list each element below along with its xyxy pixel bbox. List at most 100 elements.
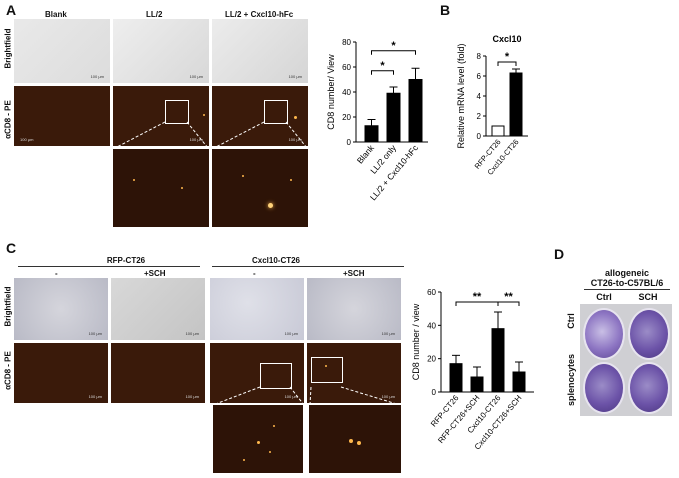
panel-letter-c: C: [6, 240, 17, 256]
micrograph-cd8-ll2-cxcl10: 100 μm: [212, 86, 308, 146]
y-axis-label: CD8 number / view: [411, 303, 421, 380]
scale-label: 100 μm: [90, 74, 104, 79]
y-axis-label: Relative mRNA level (fold): [456, 43, 466, 148]
micrograph-cd8-ll2: 100 μm: [113, 86, 209, 146]
y-tick-label: 0: [347, 138, 352, 147]
panel-d-underline: [584, 289, 670, 290]
column-label-sch: SCH: [638, 292, 658, 302]
zoom-box: [264, 100, 288, 124]
micrograph-brightfield-rfp-sch: 100 μm: [111, 278, 205, 340]
micrograph-cd8-rfp: 100 μm: [14, 343, 108, 403]
group-underline-rfp: [18, 266, 200, 267]
zoom-box: [311, 357, 343, 383]
cell-dot: [349, 439, 353, 443]
group-label-cxcl10: Cxcl10-CT26: [251, 256, 301, 265]
significance-label: *: [505, 51, 510, 63]
cell-dot: [181, 187, 183, 189]
cell-dot: [290, 179, 292, 181]
bar: [491, 125, 505, 137]
y-tick-label: 2: [477, 112, 482, 121]
bar: [512, 371, 526, 393]
panel-letter-b: B: [440, 2, 451, 18]
cell-dot: [269, 451, 271, 453]
row-label-brightfield-c: Brightfield: [3, 286, 13, 327]
micrograph-brightfield-blank: 100 μm: [14, 19, 110, 83]
row-label-cd8-pe-c: αCD8 - PE: [3, 351, 13, 390]
micrograph-cd8-rfp-sch: 100 μm: [111, 343, 205, 403]
bar: [470, 376, 484, 393]
condition-label-rfp-minus: -: [55, 269, 58, 278]
column-label-ll2-cxcl10: LL/2 + Cxcl10-hFc: [225, 10, 294, 19]
micrograph-brightfield-cxcl10: 100 μm: [210, 278, 304, 340]
scale-label: 100 μm: [189, 74, 203, 79]
cell-dot: [273, 425, 275, 427]
scale-label: 100 μm: [185, 331, 199, 336]
cell-dot: [243, 459, 245, 461]
y-axis-label: CD8 number/ View: [326, 54, 336, 130]
bar: [509, 72, 523, 137]
cell-dot: [357, 441, 361, 445]
cell-dot: [325, 365, 327, 367]
group-underline-cxcl10: [212, 266, 404, 267]
cell-dot: [133, 179, 135, 181]
condition-label-rfp-sch: +SCH: [144, 269, 166, 278]
panel-letter-d: D: [554, 246, 565, 262]
cell-dot: [294, 116, 297, 119]
significance-label: **: [473, 291, 482, 303]
bar: [491, 328, 505, 393]
significance-bracket: [497, 61, 517, 66]
zoom-projection-lines-c: [212, 386, 401, 406]
zoom-box: [260, 363, 292, 389]
micrograph-zoom-ll2: [113, 149, 209, 227]
scale-label: 100 μm: [288, 74, 302, 79]
cell-dot: [242, 175, 244, 177]
y-tick-label: 0: [432, 388, 437, 397]
y-tick-label: 8: [477, 52, 482, 61]
scale-label: 100 μm: [189, 137, 203, 142]
chart-title: Cxcl10: [492, 34, 521, 44]
well-splenocytes-sch: [628, 362, 670, 414]
micrograph-brightfield-ll2-cxcl10: 100 μm: [212, 19, 308, 83]
y-tick-label: 20: [342, 113, 351, 122]
significance-bracket: [497, 301, 520, 306]
scale-label: 100 μm: [88, 394, 102, 399]
row-label-brightfield: Brightfield: [3, 28, 13, 69]
row-label-cd8-pe: αCD8 - PE: [3, 100, 13, 139]
y-tick-label: 4: [477, 92, 482, 101]
row-label-splenocytes: splenocytes: [566, 353, 576, 406]
micrograph-cd8-blank: 100 μm: [14, 86, 110, 146]
condition-label-cxcl10-minus: -: [253, 269, 256, 278]
micrograph-cd8-cxcl10-sch: 100 μm: [307, 343, 401, 403]
y-tick-label: 40: [342, 88, 351, 97]
row-label-ctrl: Ctrl: [566, 313, 576, 329]
scale-label: 100 μm: [381, 394, 395, 399]
y-tick-label: 80: [342, 38, 351, 47]
zoom-projection-lines: [114, 121, 308, 149]
cell-dot: [203, 114, 205, 116]
well-ctrl-sch: [628, 308, 670, 360]
condition-label-cxcl10-sch: +SCH: [343, 269, 365, 278]
bar: [364, 125, 379, 143]
significance-label: *: [391, 40, 396, 52]
panel-letter-a: A: [6, 2, 17, 18]
scale-label: 100 μm: [284, 331, 298, 336]
scale-label: 100 μm: [88, 331, 102, 336]
panel-d-title-line1: allogeneic: [604, 268, 649, 278]
y-tick-label: 6: [477, 72, 482, 81]
scale-label: 100 μm: [284, 394, 298, 399]
well-splenocytes-ctrl: [583, 362, 625, 414]
micrograph-cd8-cxcl10: 100 μm: [210, 343, 304, 403]
y-tick-label: 20: [427, 355, 436, 364]
micrograph-zoom-cxcl10: [213, 405, 303, 473]
bar: [408, 79, 423, 143]
significance-bracket: [371, 70, 394, 75]
column-label-ll2: LL/2: [146, 10, 163, 19]
micrograph-brightfield-rfp: 100 μm: [14, 278, 108, 340]
bar: [449, 363, 463, 393]
y-tick-label: 40: [427, 321, 436, 330]
column-label-blank: Blank: [45, 10, 67, 19]
bar: [386, 92, 401, 143]
panel-d-title-line2: CT26-to-C57BL/6: [590, 278, 664, 288]
